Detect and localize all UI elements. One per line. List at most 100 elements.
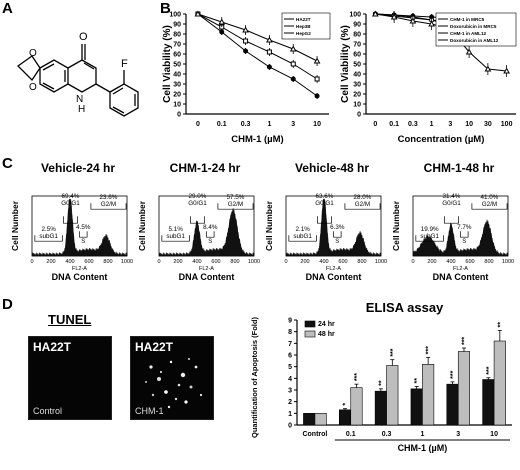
data-point — [314, 76, 320, 82]
data-point — [465, 48, 473, 55]
legend-label: Hep3B — [296, 24, 311, 29]
x-tick-label: 200 — [46, 259, 55, 265]
y-tick-label: 0 — [177, 112, 181, 119]
x-tick-label: 10 — [490, 431, 498, 438]
gate-g0g1 — [444, 216, 459, 224]
gate-g0g1 — [63, 216, 78, 224]
gate-s-percent: 6.3% — [330, 224, 345, 231]
x-tick-label: 600 — [211, 259, 220, 265]
tunel-image-chm1: HA22T CHM-1 — [130, 336, 214, 420]
bar — [303, 413, 316, 426]
cell-cycle-histogram-chm1-48: CHM-1-48 hr 31.4%G0/G1 41.0%G2/M 19.9%subG1… — [391, 161, 514, 282]
x-axis-label: Concentration (µM) — [398, 134, 485, 145]
gate-subg1 — [161, 235, 190, 242]
gate-subg1-percent: 2.1% — [295, 226, 310, 233]
chart-title: ELISA assay — [366, 300, 444, 315]
gate-g0g1-label: G0/G1 — [188, 200, 207, 207]
viability-chart-normal: 0 10 20 30 40 50 60 70 80 90 100 0 0.1 0.3 1 3 10 30 100 Co… — [340, 10, 517, 145]
y-tick-label: 20 — [353, 92, 361, 99]
gate-s-percent: 4.5% — [76, 224, 91, 231]
gate-g0g1-percent: 69.4% — [62, 193, 80, 200]
gate-subg1-label: subG1 — [39, 233, 58, 240]
x-tick-label: 10 — [465, 121, 473, 128]
y-tick-label: 40 — [353, 72, 361, 79]
gate-g2m-label: G2/M — [101, 201, 116, 208]
histogram-area — [31, 198, 128, 257]
x-tick-label: 400 — [192, 259, 201, 265]
legend-label: HepG2 — [296, 31, 311, 36]
tunel-image-label: HA22T — [135, 340, 174, 354]
bar — [457, 351, 471, 426]
y-axis-label: Quantification of Apoptosis (Fold) — [250, 317, 259, 438]
channel-label: FL2-A — [326, 266, 341, 272]
histogram-title: CHM-1-48 hr — [424, 161, 495, 175]
x-tick-label: 3 — [448, 121, 452, 128]
series-line — [197, 13, 318, 80]
y-tick-label: 100 — [169, 12, 181, 19]
gate-g2m-percent: 41.0% — [481, 194, 499, 201]
x-tick-label: 800 — [357, 259, 366, 265]
elisa-bar-chart: ELISA assay0123456789Control****0.1*****… — [250, 300, 512, 453]
significance-marker: ** — [497, 322, 504, 328]
x-tick-label: 1 — [420, 431, 424, 438]
x-tick-label: 400 — [446, 259, 455, 265]
significance-marker: *** — [461, 337, 468, 345]
significance-marker: ** — [414, 378, 421, 384]
data-point — [290, 76, 296, 82]
x-tick-label: 1000 — [375, 259, 387, 265]
y-tick-label: 90 — [353, 22, 361, 29]
tunel-image-label: HA22T — [33, 340, 72, 354]
x-tick-label: 0 — [196, 121, 200, 128]
x-tick-label: 3 — [291, 121, 295, 128]
gate-g0g1-label: G0/G1 — [442, 200, 461, 207]
y-tick-label: 3 — [288, 388, 292, 395]
viability-chart-hcc: 0 10 20 30 40 50 60 70 80 90 100 0 0.1 0.3 1 3 10 CHM-1 (… — [162, 10, 331, 145]
x-tick-label: 400 — [65, 259, 74, 265]
histogram-area — [412, 219, 509, 257]
histogram-area — [285, 198, 382, 257]
ring-nitrogen: N — [76, 94, 83, 105]
x-tick-label: 1 — [267, 121, 271, 128]
gate-g0g1-percent: 29.0% — [189, 193, 207, 200]
gate-g0g1-percent: 31.4% — [443, 193, 461, 200]
y-tick-label: 7 — [288, 341, 292, 348]
y-tick-label: 20 — [173, 92, 181, 99]
y-tick-label: 4 — [288, 376, 292, 383]
y-tick-label: 50 — [173, 62, 181, 69]
x-tick-label: 30 — [484, 121, 492, 128]
gate-g0g1-label: G0/G1 — [315, 200, 334, 207]
data-point — [289, 45, 297, 52]
histogram-area — [158, 208, 255, 257]
y-tick-label: 0 — [288, 423, 292, 430]
x-axis-label: DNA Content — [179, 272, 235, 282]
x-tick-label: Control — [302, 431, 327, 438]
gate-s — [460, 231, 469, 238]
gate-subg1 — [288, 235, 317, 242]
data-point — [313, 57, 321, 64]
gate-s-label: S — [462, 239, 466, 245]
data-point — [218, 18, 226, 25]
legend-label: Doxorubicin in AML12 — [450, 38, 499, 43]
gate-g0g1-label: G0/G1 — [61, 200, 80, 207]
x-tick-label: 600 — [465, 259, 474, 265]
panel-label-c: C — [2, 155, 13, 172]
x-tick-label: 800 — [484, 259, 493, 265]
ring-oxygen-bottom: O — [29, 82, 37, 93]
gate-g0g1 — [317, 216, 332, 224]
fluorine-atom: F — [121, 58, 128, 70]
y-tick-label: 80 — [173, 32, 181, 39]
legend-label: CHM-1 in MRC5 — [450, 17, 485, 22]
data-point — [290, 61, 296, 67]
legend-swatch — [304, 330, 316, 338]
gate-s — [333, 231, 342, 238]
y-axis-label: Cell Viability (%) — [340, 25, 351, 103]
gate-g2m — [344, 203, 381, 210]
gate-s-percent: 7.7% — [457, 224, 472, 231]
x-axis-label: CHM-1 (µM) — [231, 134, 283, 145]
data-point — [390, 13, 398, 20]
gate-subg1 — [34, 235, 63, 242]
data-point — [484, 65, 492, 72]
x-axis-label: CHM-1 (µM) — [398, 443, 448, 453]
y-tick-label: 80 — [353, 32, 361, 39]
gate-g2m-label: G2/M — [482, 201, 497, 208]
